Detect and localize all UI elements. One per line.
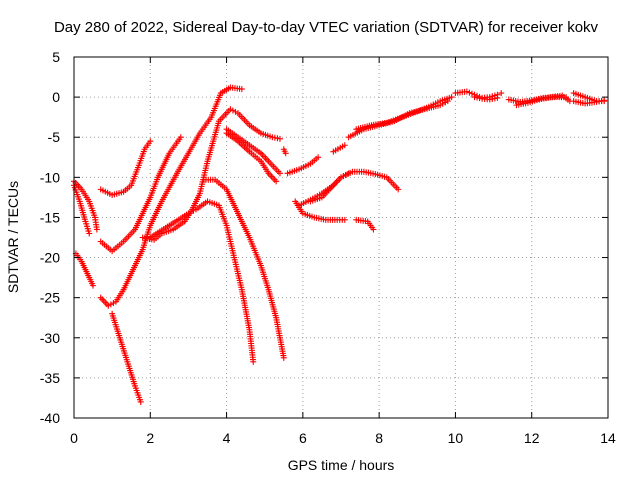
plot-frame [73, 56, 609, 419]
data-point [147, 138, 154, 145]
x-axis-label: GPS time / hours [288, 457, 395, 473]
data-point [238, 86, 245, 93]
data-point [448, 94, 455, 101]
data-point [276, 135, 283, 142]
data-point [498, 90, 505, 97]
data-point [276, 170, 283, 177]
data-point [395, 186, 402, 193]
data-series [223, 130, 280, 185]
data-series [71, 182, 93, 237]
data-point [280, 354, 287, 361]
x-tick-label: 2 [146, 430, 154, 446]
data-series [147, 198, 257, 365]
data-series [72, 250, 97, 289]
x-tick-label: 14 [600, 430, 616, 446]
y-tick-label: -20 [40, 250, 60, 266]
data-point [90, 282, 97, 289]
x-tick-label: 6 [299, 430, 307, 446]
data-series [280, 146, 289, 157]
x-tick-label: 4 [223, 430, 231, 446]
data-series [307, 168, 402, 205]
data-series [223, 126, 283, 177]
data-point [370, 226, 377, 233]
chart-title: Day 280 of 2022, Sidereal Day-to-day VTE… [54, 19, 599, 36]
data-series [353, 94, 455, 133]
x-tick-label: 12 [524, 430, 540, 446]
data-series [513, 92, 573, 109]
data-point [341, 142, 348, 149]
data-point [315, 154, 322, 161]
data-point [282, 150, 289, 157]
y-tick-label: 5 [52, 49, 60, 65]
data-series [471, 94, 501, 103]
grid [74, 57, 608, 418]
data-series [200, 176, 287, 361]
y-tick-label: -30 [40, 330, 60, 346]
x-tick-label: 10 [448, 430, 464, 446]
data-series [97, 138, 154, 198]
data-series [109, 310, 144, 405]
x-tick-label: 0 [70, 430, 78, 446]
data-series [570, 97, 608, 107]
data-point [86, 230, 93, 237]
data-point [250, 358, 257, 365]
y-tick-label: -35 [40, 370, 60, 386]
data-point [273, 178, 280, 185]
y-tick-label: -40 [40, 410, 60, 426]
data-series [452, 88, 505, 101]
data-series [284, 154, 322, 177]
y-tick-label: -15 [40, 209, 60, 225]
data-point [601, 97, 608, 104]
axis-ticks: 0 2 4 6 8 10 12 14 5 0 -5 -10 -15 -20 -25 -30 -35 -40 [40, 49, 616, 446]
y-tick-label: -10 [40, 169, 60, 185]
data-point [341, 216, 348, 223]
y-axis-label: SDTVAR / TECUs [5, 181, 21, 293]
data-point [137, 398, 144, 405]
data-marks [71, 84, 608, 405]
data-series [139, 106, 283, 243]
data-series [97, 134, 184, 255]
data-point [177, 134, 184, 141]
data-series [353, 216, 377, 233]
y-tick-label: 0 [52, 89, 60, 105]
data-point [494, 94, 501, 101]
data-point [93, 226, 100, 233]
x-tick-label: 8 [375, 430, 383, 446]
y-tick-label: -25 [40, 290, 60, 306]
data-series [292, 198, 348, 223]
data-series [330, 142, 348, 155]
y-tick-label: -5 [48, 129, 61, 145]
